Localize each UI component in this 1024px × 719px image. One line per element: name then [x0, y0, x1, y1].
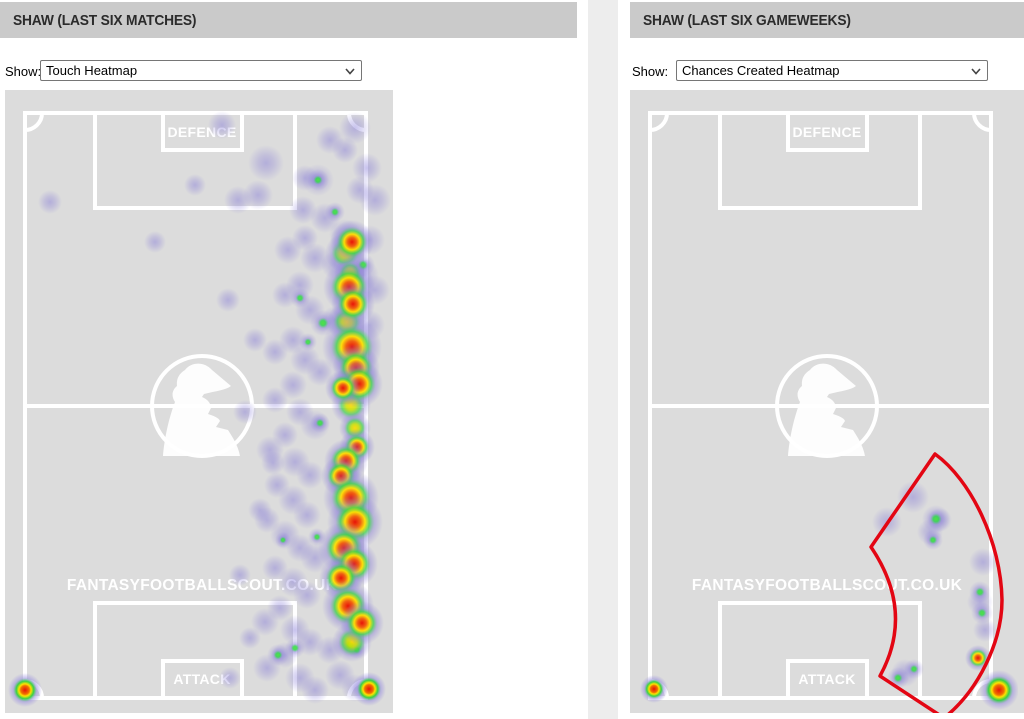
heat-blob-med: [290, 288, 310, 308]
heat-blob-low: [216, 288, 240, 312]
heat-layer: [640, 481, 1018, 710]
heat-blob-low: [969, 548, 997, 576]
heat-blob-low: [229, 564, 251, 586]
heat-blob-med: [971, 602, 993, 624]
heat-blob-med: [285, 638, 305, 658]
scout-silhouette-icon: [163, 363, 240, 456]
heat-blob-low: [251, 608, 279, 636]
heat-blob-low: [289, 196, 317, 224]
heat-blob-med: [904, 659, 924, 679]
heat-blob-low: [897, 481, 929, 513]
heat-blob-low: [306, 358, 334, 386]
heat-blob-corner: [352, 672, 386, 706]
heat-blob-low: [352, 153, 382, 183]
chevron-down-icon: [345, 68, 355, 75]
heatmap-type-select-left[interactable]: Touch Heatmap: [40, 60, 362, 81]
heat-blob-low: [279, 371, 307, 399]
heat-blob-low: [248, 145, 284, 181]
heat-blob-med: [923, 530, 943, 550]
touch-heatmap-pitch: DEFENCE ATTACK FANTASYFOOTBALLSCOUT.CO.UK: [5, 90, 393, 713]
heat-blob-high: [340, 601, 384, 645]
attack-label: ATTACK: [798, 671, 855, 687]
pitch-svg-right: DEFENCE ATTACK FANTASYFOOTBALLSCOUT.CO.UK: [640, 111, 1018, 713]
heat-blob-low: [233, 400, 257, 424]
heat-blob-low: [219, 667, 241, 689]
show-label-right: Show:: [632, 64, 669, 79]
heat-blob-low: [293, 581, 321, 609]
chances-created-pitch: DEFENCE ATTACK FANTASYFOOTBALLSCOUT.CO.UK: [630, 90, 1024, 713]
heat-blob-corner: [640, 675, 668, 703]
heat-blob-med: [267, 644, 289, 666]
scout-silhouette-icon: [788, 363, 865, 456]
heat-blob-med: [307, 169, 329, 191]
heat-blob-low: [38, 190, 62, 214]
heat-blob-low: [262, 339, 288, 365]
heat-blob-med: [969, 581, 991, 603]
heat-blob-low: [224, 186, 252, 214]
panel-header-right: SHAW (LAST SIX GAMEWEEKS): [630, 2, 1024, 38]
heat-blob-low: [274, 236, 302, 264]
watermark-text: FANTASYFOOTBALLSCOUT.CO.UK: [67, 577, 338, 594]
heat-blob-low: [243, 328, 267, 352]
panel-title-left: SHAW (LAST SIX MATCHES): [13, 11, 197, 29]
heat-blob-low: [248, 498, 272, 522]
show-label-left: Show:: [5, 64, 42, 79]
heat-blob-med: [299, 333, 317, 351]
heat-blob-low: [262, 387, 288, 413]
chevron-down-icon: [971, 68, 981, 75]
chances-zone-outline: [869, 452, 1004, 713]
heat-blob-med: [275, 532, 291, 548]
heat-blob-high: [330, 220, 374, 264]
heat-blob-low: [184, 174, 206, 196]
heat-blob-low: [239, 627, 261, 649]
heat-blob-corner: [979, 670, 1018, 710]
heat-blob-med: [325, 202, 345, 222]
heatmap-type-value-right: Chances Created Heatmap: [682, 63, 840, 78]
watermark-text: FANTASYFOOTBALLSCOUT.CO.UK: [692, 577, 963, 594]
heat-blob-med: [310, 413, 330, 433]
defence-label: DEFENCE: [793, 124, 862, 140]
heat-blob-low: [301, 676, 329, 704]
attack-label: ATTACK: [173, 671, 230, 687]
heatmap-type-select-right[interactable]: Chances Created Heatmap: [676, 60, 988, 81]
heat-blob-low: [208, 111, 236, 139]
heat-blob-low: [346, 176, 374, 204]
heat-blob-high: [325, 370, 361, 406]
panel-title-right: SHAW (LAST SIX GAMEWEEKS): [643, 11, 851, 29]
heat-blob-low: [973, 618, 997, 642]
heat-layer: [8, 111, 391, 707]
heat-blob-corner: [8, 673, 42, 707]
heat-blob-low: [332, 137, 358, 163]
heat-blob-med: [922, 505, 950, 533]
panel-divider: [588, 0, 618, 719]
heatmap-type-value-left: Touch Heatmap: [46, 63, 138, 78]
heat-blob-high: [331, 282, 375, 326]
heat-blob-low: [339, 112, 371, 144]
heat-blob-low: [293, 501, 321, 529]
heat-blob-low: [296, 461, 324, 489]
heat-blob-low: [261, 451, 285, 475]
heat-blob-low: [144, 231, 166, 253]
panel-header-left: SHAW (LAST SIX MATCHES): [0, 2, 577, 38]
